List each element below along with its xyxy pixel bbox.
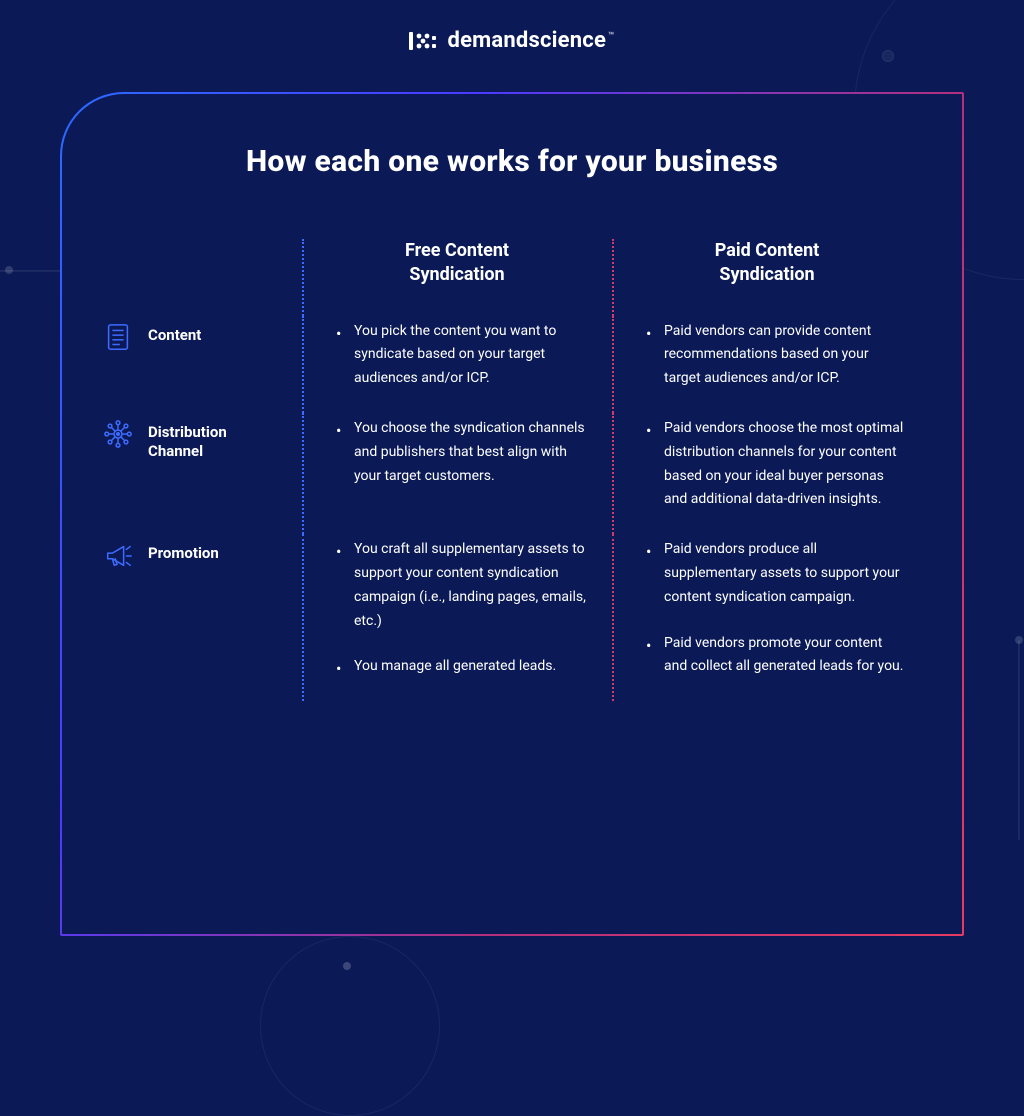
bullet-item: You manage all generated leads. [332,655,594,679]
bullet-item: Paid vendors produce all supplementary a… [642,538,904,609]
bullet-list: You craft all supplementary assets to su… [332,538,594,679]
cell-content-free: You pick the content you want to syndica… [302,316,612,413]
logo-text: demandscience™ [447,28,614,53]
row-label-text: Distribution Channel [148,419,227,462]
bullet-list: You pick the content you want to syndica… [332,320,594,391]
brand-name: demandscience [447,28,606,53]
row-label-promotion: Promotion [102,534,302,701]
megaphone-icon [102,540,134,570]
bullet-list: Paid vendors can provide content recomme… [642,320,904,391]
document-icon [102,322,134,352]
card-title: How each one works for your business [102,144,922,179]
bg-dot [343,962,351,970]
comparison-grid: Free Content Syndication Paid Content Sy… [102,239,922,701]
bullet-item: You choose the syndication channels and … [332,417,594,488]
cell-content-paid: Paid vendors can provide content recomme… [612,316,922,413]
brand-tm: ™ [608,31,614,42]
cell-promotion-paid: Paid vendors produce all supplementary a… [612,534,922,701]
cell-distribution-free: You choose the syndication channels and … [302,413,612,534]
cell-distribution-paid: Paid vendors choose the most optimal dis… [612,413,922,534]
network-icon [102,419,134,449]
bullet-list: Paid vendors choose the most optimal dis… [642,417,904,512]
bg-dot [5,266,13,274]
bullet-item: You craft all supplementary assets to su… [332,538,594,633]
bg-circle [260,936,440,1116]
grid-corner-empty [102,239,302,316]
bullet-item: Paid vendors choose the most optimal dis… [642,417,904,512]
row-label-distribution: Distribution Channel [102,413,302,534]
comparison-card: How each one works for your business Fre… [60,92,964,936]
bg-dot [1015,636,1023,644]
logo: demandscience™ [0,0,1024,56]
column-header-free: Free Content Syndication [302,239,612,316]
bullet-item: You pick the content you want to syndica… [332,320,594,391]
column-header-label: Free Content Syndication [302,239,612,316]
bullet-item: Paid vendors promote your content and co… [642,632,904,680]
bullet-item: Paid vendors can provide content recomme… [642,320,904,391]
column-header-label: Paid Content Syndication [612,239,922,316]
bullet-list: You choose the syndication channels and … [332,417,594,488]
bullet-list: Paid vendors produce all supplementary a… [642,538,904,679]
bg-line [0,270,60,272]
column-header-paid: Paid Content Syndication [612,239,922,316]
row-label-text: Promotion [148,540,219,564]
logo-mark-icon [409,30,439,52]
row-label-text: Content [148,322,201,346]
row-label-content: Content [102,316,302,413]
bg-line [1018,640,1020,840]
cell-promotion-free: You craft all supplementary assets to su… [302,534,612,701]
